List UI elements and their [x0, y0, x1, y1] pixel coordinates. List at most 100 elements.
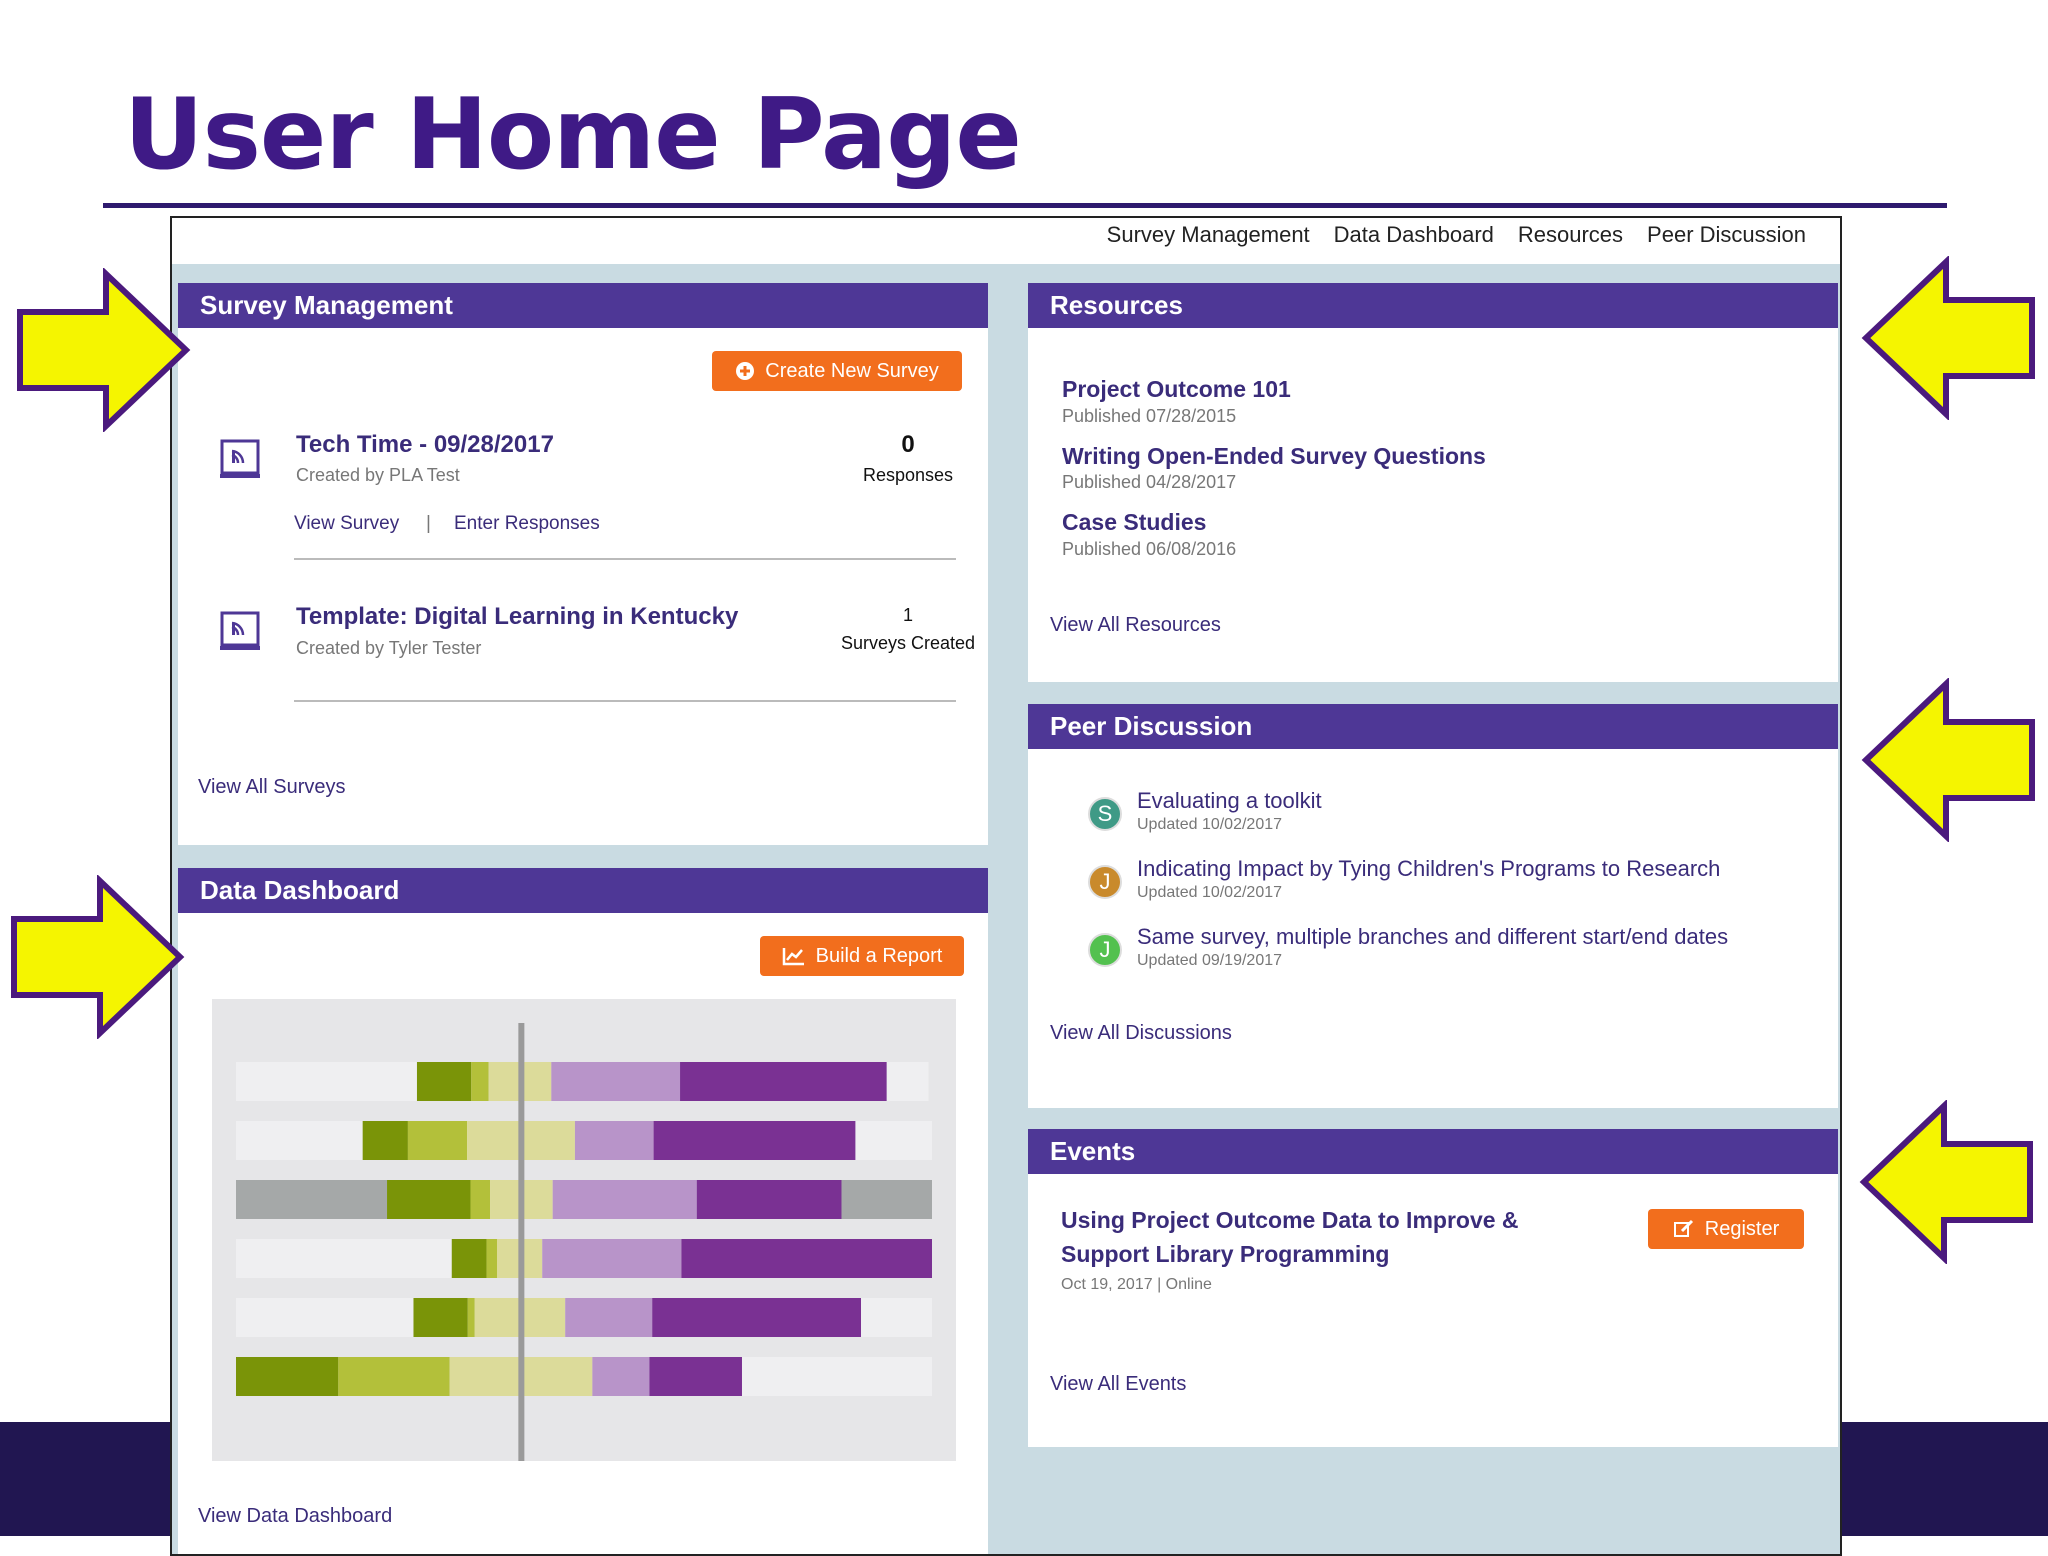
bar-segment	[407, 1121, 468, 1160]
events-panel: Events Using Project Outcome Data to Imp…	[1028, 1129, 1838, 1447]
nav-survey-management[interactable]: Survey Management	[1106, 222, 1310, 247]
bar-segment	[236, 1180, 388, 1219]
view-all-resources-link[interactable]: View All Resources	[1050, 614, 1221, 636]
bar-segment	[236, 1239, 452, 1278]
bar-segment	[470, 1180, 491, 1219]
bar-segment	[592, 1357, 650, 1396]
chart-center-line	[518, 1023, 525, 1461]
register-button[interactable]: Register	[1648, 1209, 1804, 1249]
discussion-date: Updated 10/02/2017	[1137, 884, 1283, 901]
create-new-survey-label: Create New Survey	[765, 359, 939, 382]
discussion-title[interactable]: Indicating Impact by Tying Children's Pr…	[1137, 856, 1721, 881]
view-data-dashboard-link[interactable]: View Data Dashboard	[198, 1505, 393, 1527]
bar-segment	[565, 1298, 653, 1337]
data-dashboard-header: Data Dashboard	[178, 868, 988, 913]
bar-segment	[338, 1357, 450, 1396]
event-title[interactable]: Using Project Outcome Data to Improve &	[1061, 1207, 1519, 1233]
survey-divider	[294, 558, 956, 560]
bar-segment	[696, 1180, 842, 1219]
resource-title[interactable]: Writing Open-Ended Survey Questions	[1062, 443, 1486, 469]
bar-segment	[236, 1121, 363, 1160]
slide-title: User Home Page	[124, 78, 1022, 192]
bar-segment	[416, 1062, 472, 1101]
template-title[interactable]: Template: Digital Learning in Kentucky	[296, 603, 739, 630]
left-arrow-icon	[1861, 256, 2035, 420]
bar-segment	[681, 1239, 932, 1278]
responses-count: 0	[901, 431, 915, 458]
bar-segment	[552, 1180, 697, 1219]
bar-segment	[741, 1357, 932, 1396]
nav-peer-discussion[interactable]: Peer Discussion	[1647, 222, 1806, 247]
title-rule	[103, 203, 1947, 208]
screenshot-frame: Survey Management Data Dashboard Resourc…	[170, 216, 1842, 1556]
user-avatar: S	[1088, 797, 1122, 831]
view-survey-link[interactable]: View Survey	[294, 513, 400, 534]
bar-segment	[387, 1180, 471, 1219]
enter-responses-link[interactable]: Enter Responses	[454, 513, 600, 534]
build-report-label: Build a Report	[815, 944, 943, 967]
register-label: Register	[1704, 1217, 1780, 1240]
peer-discussion-panel: Peer Discussion S Evaluating a toolkit U…	[1028, 704, 1838, 1108]
survey-creator: Created by PLA Test	[296, 465, 460, 485]
view-all-events-link[interactable]: View All Events	[1050, 1373, 1187, 1395]
discussion-title[interactable]: Evaluating a toolkit	[1137, 788, 1322, 813]
bar-segment	[542, 1239, 682, 1278]
bar-segment	[551, 1062, 681, 1101]
left-arrow-icon	[1859, 1100, 2033, 1264]
discussion-date: Updated 10/02/2017	[1137, 816, 1283, 833]
create-new-survey-button[interactable]: Create New Survey	[712, 351, 962, 391]
data-dashboard-panel: Data Dashboard Build a Report View Data …	[178, 868, 988, 1554]
user-avatar: J	[1088, 865, 1122, 899]
bar-segment	[471, 1062, 489, 1101]
dashboard-background: Survey Management Create New Survey Tech…	[172, 264, 1840, 1554]
resource-date: Published 06/08/2016	[1062, 539, 1237, 559]
bar-segment	[413, 1298, 468, 1337]
right-arrow-icon	[11, 875, 185, 1039]
bar-segment	[649, 1357, 742, 1396]
survey-title[interactable]: Tech Time - 09/28/2017	[296, 431, 554, 458]
right-arrow-icon	[17, 268, 191, 432]
left-arrow-icon	[1861, 678, 2035, 842]
logo-fragment	[302, 218, 432, 222]
event-title[interactable]: Support Library Programming	[1061, 1241, 1390, 1267]
view-all-surveys-link[interactable]: View All Surveys	[198, 776, 346, 798]
chart-area	[212, 999, 956, 1461]
bar-segment	[236, 1298, 414, 1337]
bar-segment	[652, 1298, 862, 1337]
discussion-date: Updated 09/19/2017	[1137, 952, 1283, 969]
discussion-title[interactable]: Same survey, multiple branches and diffe…	[1137, 924, 1729, 949]
bar-segment	[362, 1121, 408, 1160]
template-device-icon	[220, 611, 260, 650]
bar-segment	[841, 1180, 932, 1219]
link-separator: |	[426, 513, 431, 534]
resource-date: Published 04/28/2017	[1062, 472, 1237, 492]
event-meta: Oct 19, 2017 | Online	[1061, 1276, 1212, 1293]
bar-segment	[467, 1298, 475, 1337]
edit-icon	[1673, 1219, 1693, 1237]
bar-segment	[236, 1062, 417, 1101]
bar-segment	[886, 1062, 929, 1101]
build-report-button[interactable]: Build a Report	[760, 936, 964, 976]
surveys-created-count: 1	[902, 605, 913, 625]
surveys-created-label: Surveys Created	[840, 633, 976, 653]
resource-title[interactable]: Project Outcome 101	[1062, 376, 1291, 402]
resource-title[interactable]: Case Studies	[1062, 509, 1207, 535]
nav-resources[interactable]: Resources	[1517, 222, 1624, 247]
events-header: Events	[1028, 1129, 1838, 1174]
bar-segment	[653, 1121, 856, 1160]
bar-segment	[451, 1239, 487, 1278]
chart-line-icon	[782, 948, 804, 966]
survey-management-panel: Survey Management Create New Survey Tech…	[178, 283, 988, 845]
resource-date: Published 07/28/2015	[1062, 406, 1237, 426]
plus-circle-icon	[736, 362, 755, 380]
user-avatar: J	[1088, 933, 1122, 967]
template-creator: Created by Tyler Tester	[296, 638, 482, 658]
bar-segment	[680, 1062, 887, 1101]
stacked-bar-chart	[236, 1023, 932, 1461]
bar-segment	[486, 1239, 497, 1278]
template-divider	[294, 700, 956, 702]
nav-data-dashboard[interactable]: Data Dashboard	[1333, 222, 1494, 247]
survey-device-icon	[220, 439, 260, 478]
bar-segment	[861, 1298, 932, 1337]
view-all-discussions-link[interactable]: View All Discussions	[1050, 1022, 1232, 1044]
